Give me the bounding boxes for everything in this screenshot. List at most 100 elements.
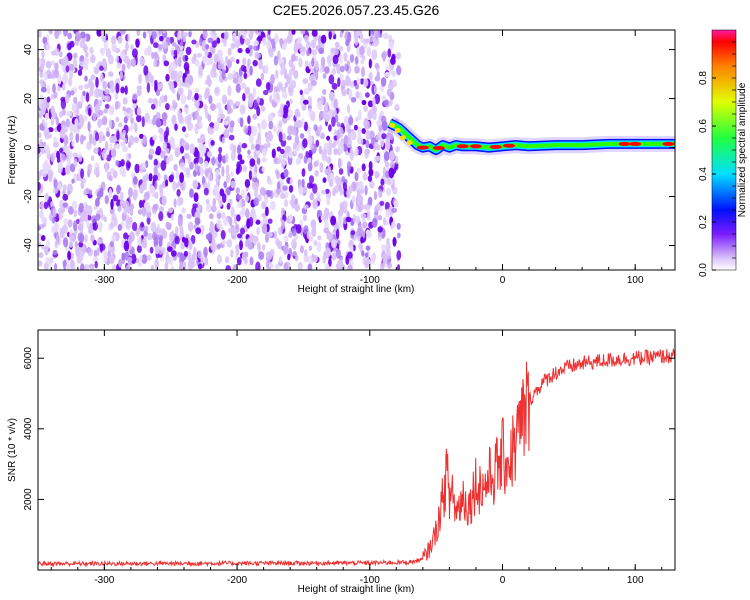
noise-dot: [269, 200, 276, 211]
noise-dot: [345, 255, 350, 265]
noise-dot: [120, 30, 126, 35]
noise-dot: [86, 141, 92, 150]
noise-dot: [52, 207, 57, 218]
noise-dot: [307, 135, 313, 145]
noise-dot: [213, 53, 219, 62]
noise-dot: [70, 90, 75, 96]
noise-dot: [372, 111, 377, 121]
noise-dot: [382, 253, 388, 264]
noise-dot: [256, 241, 261, 251]
noise-dot: [389, 161, 395, 170]
noise-dot: [174, 226, 179, 235]
noise-dot: [247, 115, 251, 125]
noise-dot: [158, 99, 163, 108]
noise-dot: [307, 157, 312, 164]
noise-dot: [392, 186, 398, 195]
noise-dot: [136, 107, 142, 116]
noise-dot: [283, 168, 289, 178]
noise-dot: [297, 261, 303, 270]
noise-dot: [158, 44, 163, 51]
noise-dot: [211, 39, 217, 48]
noise-dot: [364, 252, 369, 258]
noise-dot: [372, 97, 376, 107]
noise-dot: [206, 74, 211, 84]
snr-panel: -300 -200 -100 0 100 2000 4000 6000 Height of s…: [7, 329, 676, 595]
noise-dot: [349, 81, 355, 88]
noise-dot: [328, 31, 332, 40]
noise-dot: [339, 45, 344, 52]
noise-dot: [127, 32, 131, 43]
noise-dot: [97, 190, 101, 200]
noise-dot: [325, 247, 331, 258]
signal-peak: [456, 144, 469, 149]
noise-dot: [376, 203, 381, 211]
noise-dot: [104, 89, 110, 95]
noise-dot: [165, 103, 170, 111]
noise-dot: [363, 78, 369, 87]
noise-dot: [274, 86, 279, 93]
noise-dot: [202, 30, 208, 40]
noise-dot: [186, 213, 192, 219]
noise-dot: [354, 84, 360, 90]
noise-dot: [301, 117, 305, 128]
noise-dot: [206, 203, 212, 213]
noise-dot: [103, 253, 108, 265]
noise-dot: [115, 116, 120, 123]
noise-dot: [213, 184, 219, 194]
noise-dot: [83, 57, 90, 65]
noise-dot: [95, 76, 99, 88]
noise-dot: [134, 122, 138, 133]
noise-dot: [80, 212, 87, 222]
noise-dot: [59, 51, 63, 58]
noise-dot: [385, 242, 391, 251]
noise-dot: [337, 157, 342, 169]
noise-dot: [141, 207, 147, 217]
noise-dot: [283, 262, 289, 270]
noise-dot: [278, 256, 283, 264]
noise-dot: [69, 234, 75, 242]
noise-dot: [204, 49, 209, 57]
noise-dot: [360, 78, 365, 85]
noise-dot: [72, 152, 79, 158]
noise-dot: [248, 170, 253, 181]
noise-dot: [83, 189, 87, 196]
noise-dot: [132, 103, 137, 109]
noise-dot: [337, 77, 341, 88]
noise-dot: [324, 168, 329, 175]
noise-dot: [298, 57, 303, 68]
noise-dot: [119, 166, 126, 176]
noise-dot: [295, 157, 302, 165]
noise-dot: [328, 258, 332, 267]
noise-dot: [203, 246, 208, 258]
noise-dot: [90, 234, 95, 243]
noise-dot: [62, 74, 68, 85]
noise-dot: [120, 141, 126, 147]
noise-dot: [319, 124, 323, 131]
noise-dot: [174, 147, 181, 158]
colorbar-tick-label: 0.6: [698, 119, 709, 133]
noise-dot: [302, 78, 309, 84]
noise-dot: [108, 119, 112, 129]
noise-dot: [291, 30, 296, 35]
noise-dot: [223, 37, 227, 47]
noise-dot: [235, 101, 241, 107]
noise-dot: [298, 186, 304, 196]
noise-dot: [164, 94, 168, 102]
noise-dot: [256, 227, 260, 236]
noise-dot: [322, 177, 327, 183]
figure-title: C2E5.2026.057.23.45.G26: [273, 2, 440, 18]
noise-dot: [182, 31, 187, 43]
noise-dot: [98, 135, 103, 144]
noise-dot: [181, 236, 186, 243]
noise-dot: [341, 88, 347, 97]
noise-dot: [320, 95, 324, 105]
noise-dot: [148, 119, 153, 125]
noise-dot: [217, 152, 222, 163]
noise-dot: [281, 132, 286, 142]
noise-dot: [104, 161, 109, 173]
noise-dot: [360, 236, 364, 244]
noise-dot: [171, 41, 177, 47]
noise-dot: [42, 36, 48, 45]
noise-dot: [338, 126, 344, 138]
noise-dot: [146, 254, 152, 261]
